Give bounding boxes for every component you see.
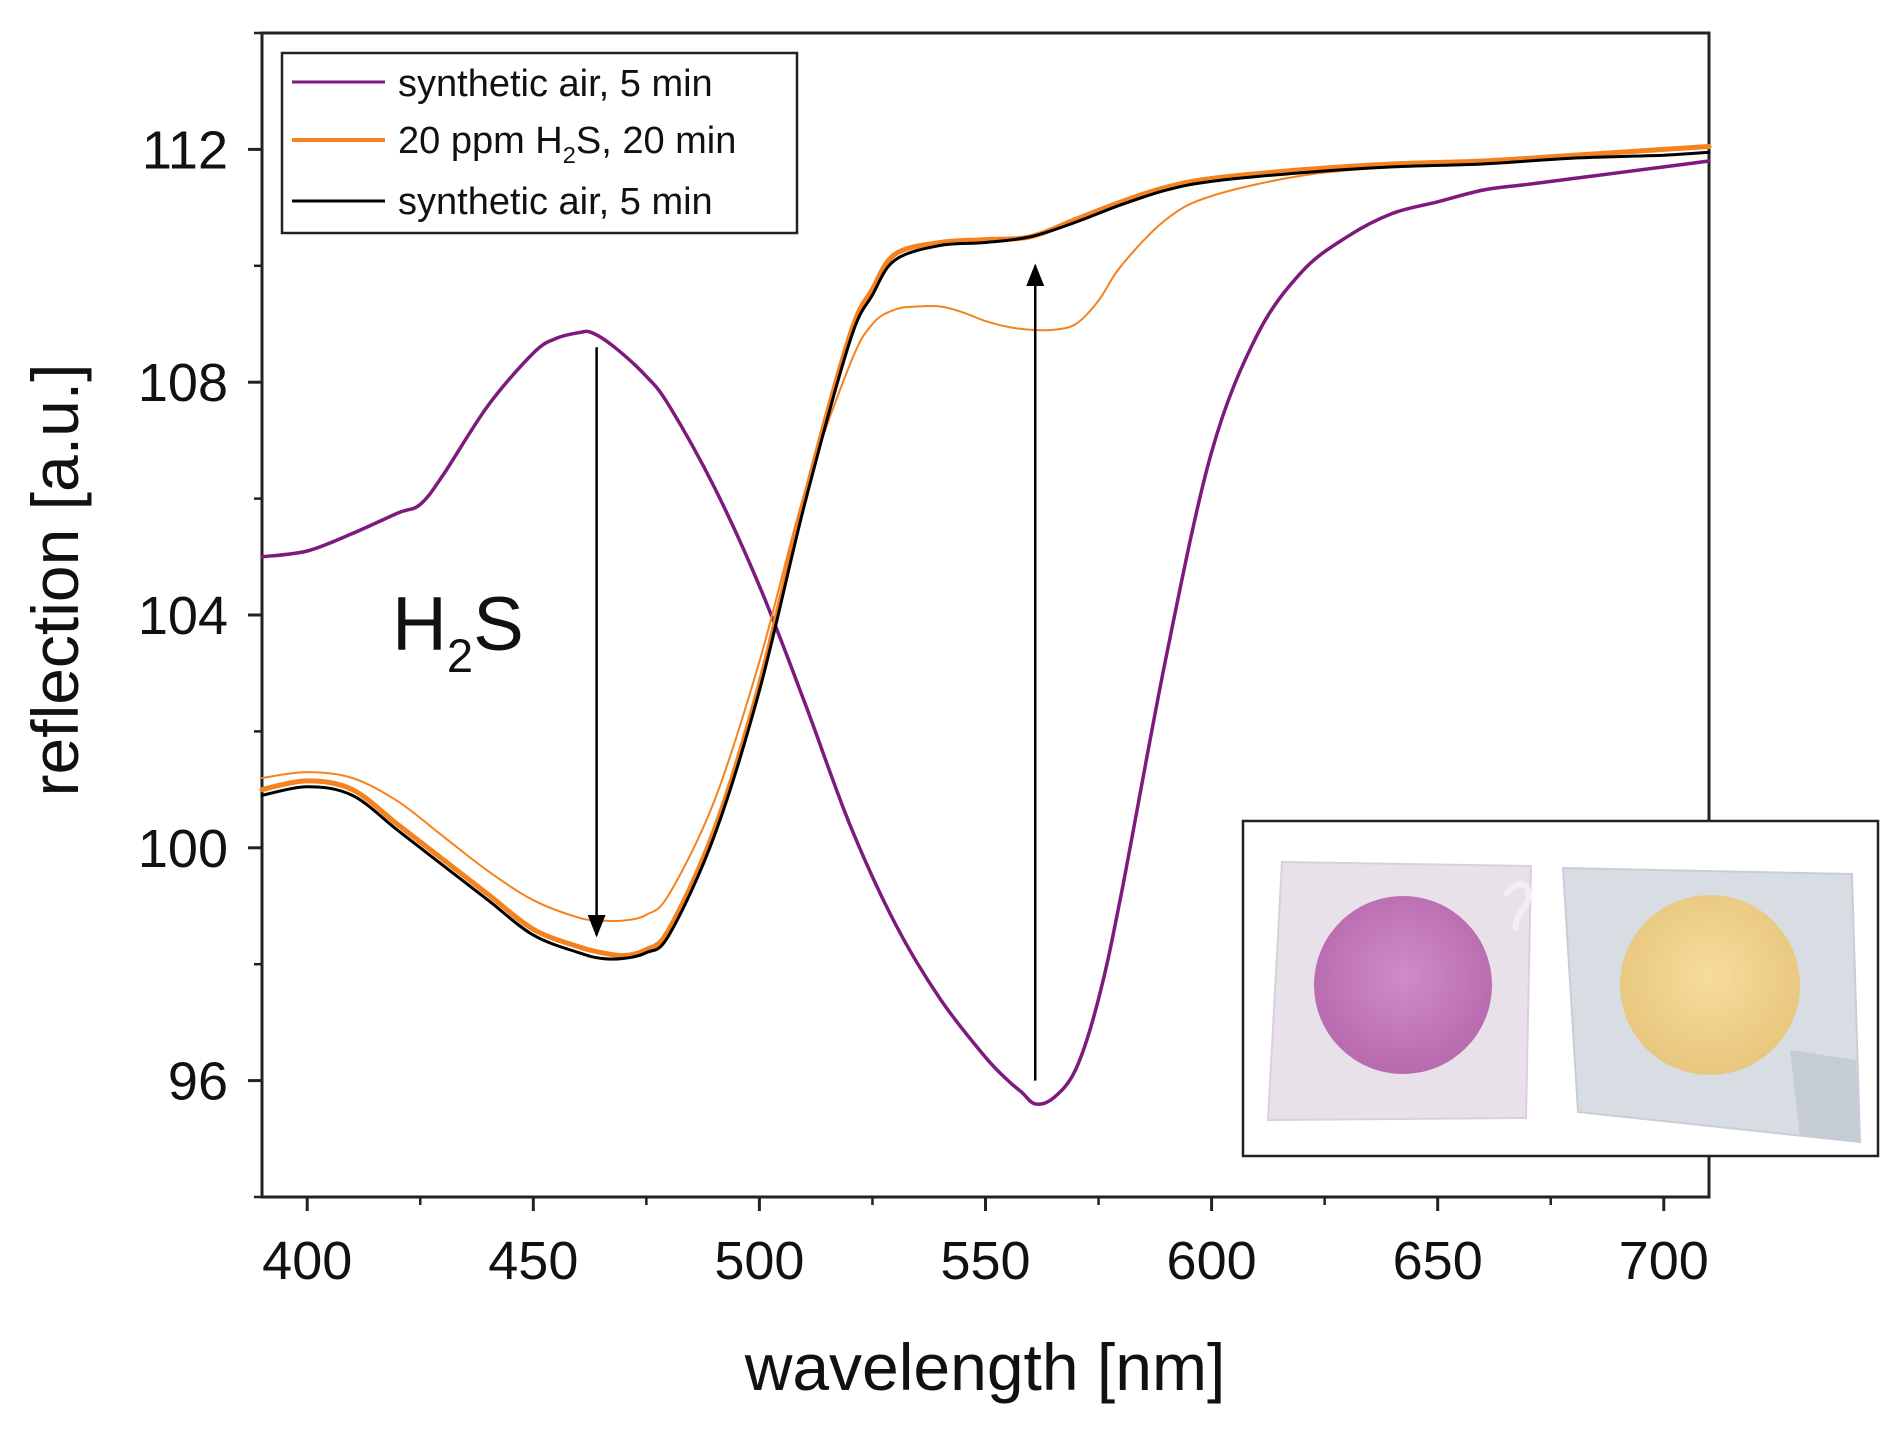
h2s-annotation-sub: 2: [447, 629, 473, 682]
left-film-tab: [1502, 881, 1532, 931]
x-tick-label-600: 600: [1167, 1231, 1257, 1291]
legend-label-h2s-sub: 2: [563, 142, 576, 168]
y-tick-label-108: 108: [138, 353, 228, 413]
legend-box: [280, 51, 799, 235]
y-tick-label-112: 112: [142, 120, 228, 180]
legend-label-h2s: 20 ppm H2S, 20 min: [398, 120, 736, 168]
y-axis-title: reflection [a.u.]: [18, 364, 92, 797]
x-tick-label-550: 550: [940, 1231, 1030, 1291]
right-film-shadow: [1790, 1050, 1860, 1142]
left-sensor-disc: [1314, 896, 1492, 1074]
h2s-annotation-s: S: [473, 582, 524, 667]
x-tick-label-400: 400: [262, 1231, 352, 1291]
h2s-annotation: H2S: [392, 582, 524, 682]
legend-label-h2s-post: S, 20 min: [576, 120, 737, 162]
inset-photo: [1241, 819, 1880, 1158]
x-tick-label-450: 450: [488, 1231, 578, 1291]
x-tick-label-700: 700: [1619, 1231, 1709, 1291]
series-line-2: [261, 151, 1710, 923]
series-layer: [259, 144, 1712, 1106]
y-tick-label-100: 100: [138, 819, 228, 879]
series-line-3: [260, 150, 1711, 961]
series-line-0: [260, 159, 1711, 1106]
right-sensor-disc: [1620, 895, 1800, 1075]
series-line-1: [259, 144, 1712, 959]
y-tick-label-96: 96: [168, 1052, 228, 1112]
legend-label-synthetic-air-2: synthetic air, 5 min: [398, 181, 713, 223]
x-tick-label-650: 650: [1393, 1231, 1483, 1291]
x-tick-label-500: 500: [714, 1231, 804, 1291]
legend-label-h2s-pre: 20 ppm H: [398, 120, 563, 162]
legend-label-synthetic-air-1: synthetic air, 5 min: [398, 63, 713, 105]
y-tick-label-104: 104: [138, 586, 228, 646]
ticks-layer: 400 450 500 550 600 650 700 96 100 104 108 112: [138, 31, 1709, 1291]
h2s-annotation-h: H: [392, 582, 447, 667]
x-axis-title: wavelength [nm]: [744, 1330, 1226, 1404]
legend: synthetic air, 5 min 20 ppm H2S, 20 min …: [280, 51, 799, 235]
arrow-layer: [587, 263, 1045, 1081]
